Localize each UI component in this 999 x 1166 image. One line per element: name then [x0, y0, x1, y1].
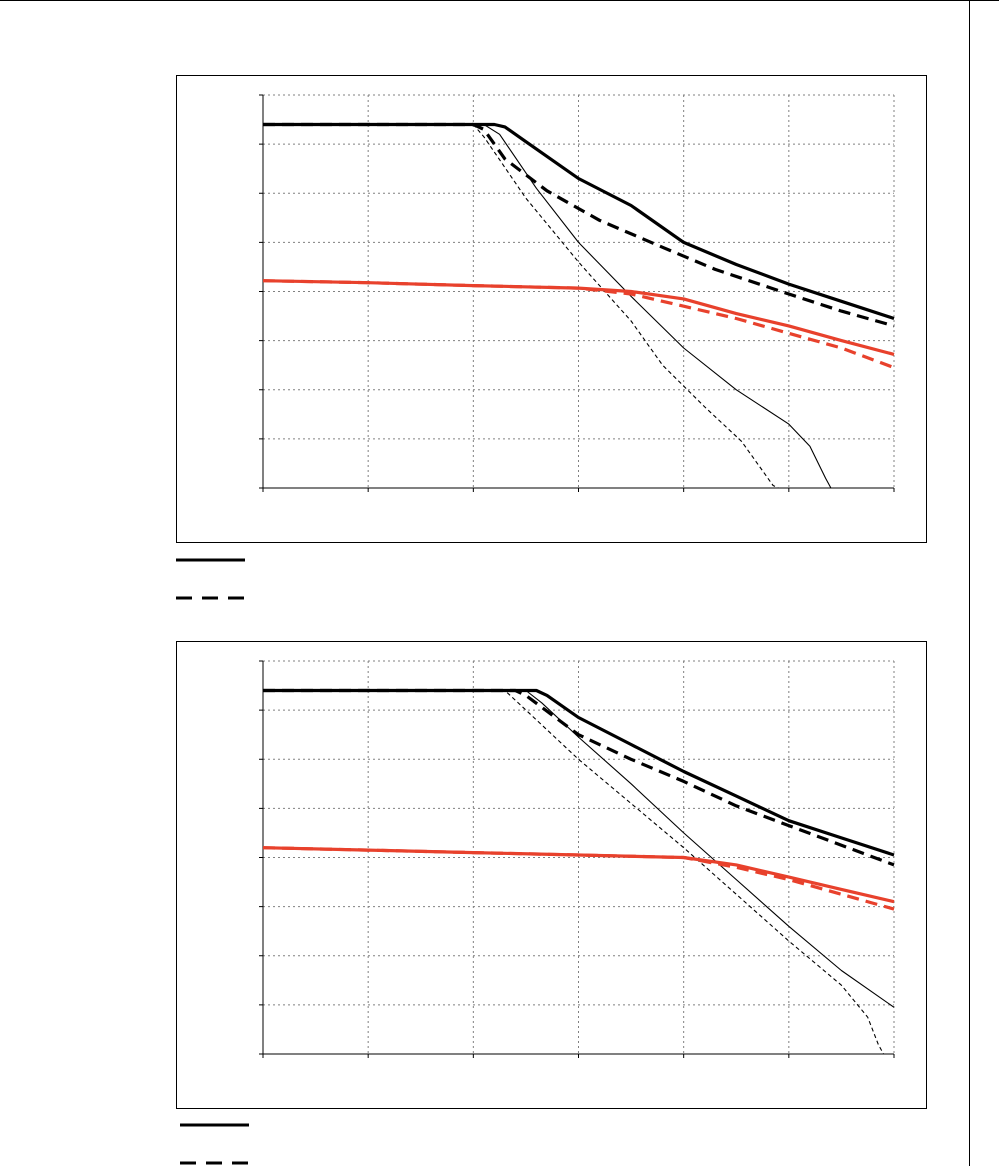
chart-2-series-2-line: [263, 688, 895, 867]
chart-2-series-3-line: [263, 689, 895, 1008]
chart-1-series-6-line: [262, 279, 895, 370]
chart-2-series-1-line: [263, 688, 895, 857]
chart-1-series-3-line: [263, 123, 894, 489]
chart-frame-1: [176, 75, 927, 543]
chart-frame-2: [176, 641, 927, 1109]
page-right-rule: [969, 0, 970, 1166]
chart-2-series-6-line: [262, 846, 895, 911]
page-top-rule: [0, 0, 999, 1]
chart-1-series-1-line: [263, 122, 895, 321]
chart-2-series-4-line: [263, 689, 884, 1055]
chart-1-series-2-line: [263, 122, 895, 328]
chart-1-series-4-line: [263, 123, 894, 489]
